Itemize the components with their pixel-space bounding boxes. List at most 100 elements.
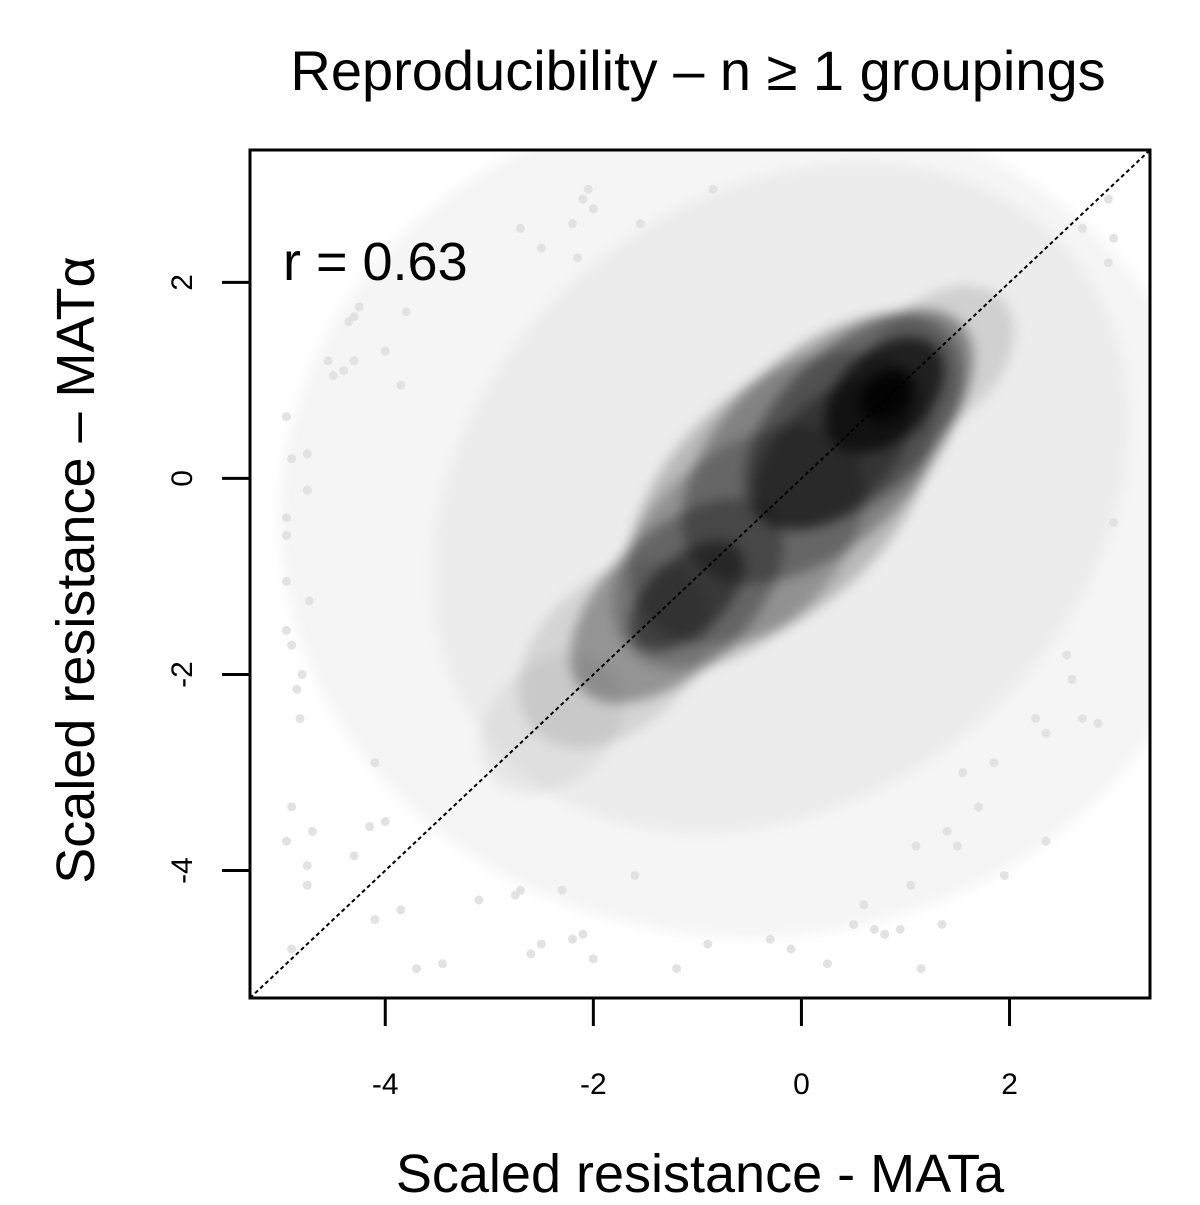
- outlier-point: [339, 366, 349, 376]
- outlier-point: [349, 851, 359, 861]
- outlier-point: [536, 939, 546, 949]
- outlier-point: [380, 346, 390, 356]
- outlier-point: [411, 964, 421, 974]
- y-tick-label: 0: [166, 470, 199, 487]
- outlier-point: [396, 380, 406, 390]
- outlier-point: [568, 219, 578, 229]
- outlier-point: [292, 684, 302, 694]
- outlier-point: [848, 919, 858, 929]
- outlier-point: [302, 880, 312, 890]
- outlier-point: [516, 223, 526, 233]
- outlier-point: [1109, 518, 1119, 528]
- outlier-point: [287, 802, 297, 812]
- outlier-point: [437, 959, 447, 969]
- x-tick-label: 2: [1001, 1068, 1018, 1101]
- outlier-point: [557, 885, 567, 895]
- outlier-point: [287, 640, 297, 650]
- outlier-point: [302, 485, 312, 495]
- density-blob: [859, 285, 1015, 437]
- outlier-point: [942, 826, 952, 836]
- x-axis-ticks: -4 -2 0 2: [372, 998, 1018, 1101]
- x-tick-label: -4: [372, 1068, 399, 1101]
- outlier-point: [1093, 719, 1103, 729]
- outlier-point: [1067, 674, 1077, 684]
- outlier-point: [281, 513, 291, 523]
- outlier-point: [573, 253, 583, 263]
- outlier-point: [916, 964, 926, 974]
- outlier-point: [1041, 728, 1051, 738]
- outlier-point: [672, 964, 682, 974]
- outlier-point: [287, 454, 297, 464]
- x-tick-label: 0: [793, 1068, 810, 1101]
- outlier-point: [354, 302, 364, 312]
- outlier-point: [880, 929, 890, 939]
- outlier-point: [344, 317, 354, 327]
- outlier-point: [630, 870, 640, 880]
- outlier-point: [635, 219, 645, 229]
- outlier-point: [370, 758, 380, 768]
- outlier-point: [349, 356, 359, 366]
- outlier-point: [281, 625, 291, 635]
- outlier-point: [1103, 194, 1113, 204]
- y-tick-label: 2: [166, 274, 199, 291]
- outlier-point: [588, 954, 598, 964]
- outlier-point: [578, 929, 588, 939]
- outlier-point: [869, 924, 879, 934]
- outlier-point: [989, 758, 999, 768]
- outlier-point: [401, 307, 411, 317]
- outlier-point: [1077, 714, 1087, 724]
- outlier-point: [568, 934, 578, 944]
- outlier-point: [323, 356, 333, 366]
- outlier-point: [822, 959, 832, 969]
- outlier-point: [328, 370, 338, 380]
- outlier-point: [708, 184, 718, 194]
- outlier-point: [302, 861, 312, 871]
- outlier-point: [281, 530, 291, 540]
- outlier-point: [365, 821, 375, 831]
- outlier-point: [953, 841, 963, 851]
- outlier-point: [973, 802, 983, 812]
- outlier-point: [304, 596, 314, 606]
- outlier-point: [786, 944, 796, 954]
- y-tick-label: -2: [166, 661, 199, 688]
- outlier-points: [281, 184, 1119, 974]
- outlier-point: [370, 915, 380, 925]
- outlier-point: [1109, 233, 1119, 243]
- outlier-point: [1077, 223, 1087, 233]
- outlier-point: [859, 900, 869, 910]
- outlier-point: [526, 949, 536, 959]
- outlier-point: [578, 194, 588, 204]
- x-axis-title: Scaled resistance - MATa: [396, 1144, 1005, 1200]
- outlier-point: [474, 895, 484, 905]
- outlier-point: [281, 412, 291, 422]
- correlation-annotation: r = 0.63: [283, 232, 468, 292]
- outlier-point: [1062, 650, 1072, 660]
- outlier-point: [906, 880, 916, 890]
- outlier-point: [297, 669, 307, 679]
- outlier-point: [703, 939, 713, 949]
- outlier-point: [1031, 714, 1041, 724]
- identity-reference-line: [249, 149, 1151, 999]
- outlier-point: [295, 714, 305, 724]
- outlier-point: [765, 934, 775, 944]
- outlier-point: [911, 841, 921, 851]
- outlier-point: [895, 924, 905, 934]
- outlier-point: [380, 817, 390, 827]
- y-tick-label: -4: [166, 857, 199, 884]
- outlier-point: [583, 184, 593, 194]
- outlier-point: [536, 243, 546, 253]
- outlier-point: [516, 885, 526, 895]
- outlier-point: [396, 905, 406, 915]
- plot-border: [248, 148, 1152, 1000]
- outlier-point: [1041, 836, 1051, 846]
- outlier-point: [1103, 258, 1113, 268]
- chart-title: Reproducibility – n ≥ 1 groupings: [290, 39, 1105, 102]
- outlier-point: [588, 204, 598, 214]
- y-axis-title: Scaled resistance – MATα: [46, 256, 106, 883]
- outlier-point: [937, 919, 947, 929]
- outlier-point: [281, 836, 291, 846]
- outlier-point: [281, 576, 291, 586]
- outlier-point: [999, 870, 1009, 880]
